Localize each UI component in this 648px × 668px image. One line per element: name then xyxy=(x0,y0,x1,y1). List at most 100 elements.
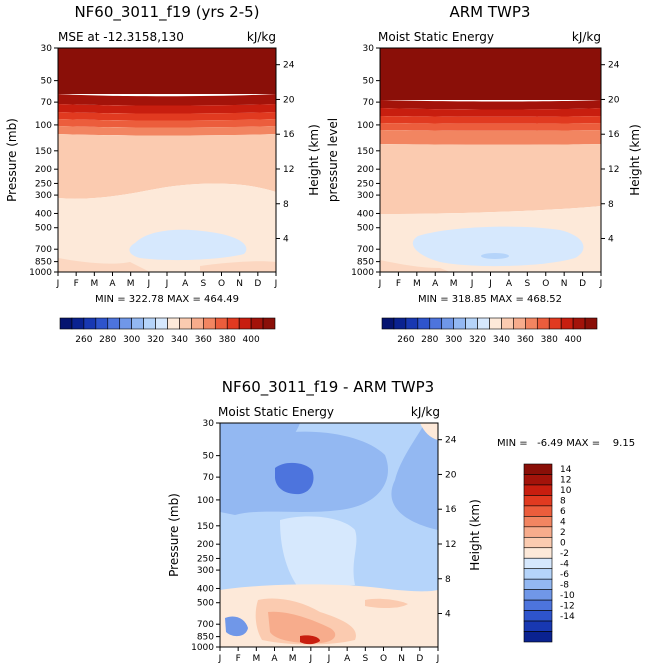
panel1-lower-warm-2 xyxy=(200,261,276,272)
colorbar-tick-label: 6 xyxy=(560,507,566,517)
y-right-tick-label: 4 xyxy=(608,235,614,245)
panel-obs-mse: ARM TWP3 Moist Static Energy kJ/kg 30 50 7… xyxy=(326,3,642,345)
panel-model-mse: NF60_3011_f19 (yrs 2-5) MSE at -12.3158,… xyxy=(5,3,321,345)
y-left-tick-label: 100 xyxy=(357,121,374,131)
x-tick-label: A xyxy=(432,279,439,289)
colorbar-box xyxy=(143,317,156,330)
y-left-tick-label: 150 xyxy=(197,522,214,532)
y-left-tick-label: 500 xyxy=(35,224,52,234)
colorbar-tick-label: 300 xyxy=(445,335,462,345)
panel2-band-1 xyxy=(380,100,601,110)
colorbar-box xyxy=(393,317,407,330)
panel1-band-1 xyxy=(58,94,276,106)
colorbar-box xyxy=(523,547,553,559)
panel1-y-right-label: Height (km) xyxy=(307,124,321,195)
colorbar-tick-label: 10 xyxy=(560,486,572,496)
panel2-title: ARM TWP3 xyxy=(450,3,531,21)
x-tick-label: A xyxy=(506,279,513,289)
x-tick-label: F xyxy=(74,279,79,289)
colorbar-tick-label: 340 xyxy=(493,335,510,345)
y-left-tick-label: 300 xyxy=(197,566,214,576)
colorbar-box xyxy=(523,557,553,570)
x-tick-label: J xyxy=(218,654,222,664)
colorbar-tick-label: 260 xyxy=(75,335,92,345)
x-tick-label: N xyxy=(561,279,568,289)
colorbar-tick-label: 260 xyxy=(397,335,414,345)
colorbar-box xyxy=(536,317,550,330)
panel3-title: NF60_3011_f19 - ARM TWP3 xyxy=(222,378,434,397)
colorbar-box xyxy=(523,578,553,590)
panel3-warm-streak xyxy=(365,598,408,609)
x-tick-label: F xyxy=(396,279,401,289)
panel2-lower-warm xyxy=(380,260,450,272)
x-tick-label: S xyxy=(362,654,368,664)
panel1-colorbar: 260 280 300 320 340 360 380 400 xyxy=(59,317,276,345)
colorbar-box xyxy=(71,317,85,330)
panel3-plot-area xyxy=(219,422,439,648)
y-left-tick-label: 1000 xyxy=(191,643,214,653)
panel3-warm-core xyxy=(300,635,320,645)
panel3-light-patch xyxy=(280,516,357,590)
y-left-tick-label: 250 xyxy=(35,179,52,189)
colorbar-box xyxy=(405,317,419,330)
y-left-tick-label: 700 xyxy=(357,245,374,255)
colorbar-box xyxy=(523,568,553,580)
y-right-tick-label: 20 xyxy=(445,470,457,480)
x-tick-label: F xyxy=(236,654,241,664)
x-tick-label: J xyxy=(327,654,331,664)
y-left-tick-label: 50 xyxy=(41,77,53,87)
panel-difference-mse: NF60_3011_f19 - ARM TWP3 Moist Static En… xyxy=(167,378,635,664)
colorbar-box xyxy=(489,317,502,330)
panel2-band-top xyxy=(380,48,601,100)
x-tick-label: M xyxy=(127,279,135,289)
y-left-tick-label: 30 xyxy=(203,419,215,429)
colorbar-box xyxy=(513,317,526,330)
colorbar-box xyxy=(465,317,478,330)
y-left-tick-label: 150 xyxy=(35,147,52,157)
y-left-tick-label: 200 xyxy=(35,165,52,175)
colorbar-box xyxy=(107,317,121,330)
colorbar-box xyxy=(523,631,553,643)
colorbar-box xyxy=(59,317,73,330)
y-right-tick-label: 12 xyxy=(608,165,619,175)
colorbar-tick-label: 400 xyxy=(243,335,260,345)
colorbar-tick-label: 300 xyxy=(123,335,140,345)
y-left-tick-label: 500 xyxy=(357,224,374,234)
colorbar-tick-label: -12 xyxy=(560,601,575,611)
y-left-tick-label: 1000 xyxy=(351,268,374,278)
panel2-stats: MIN = 318.85 MAX = 468.52 xyxy=(418,294,562,305)
panel2-band-2 xyxy=(380,108,601,117)
colorbar-box xyxy=(417,317,431,330)
colorbar-box xyxy=(167,317,180,330)
y-right-tick-label: 8 xyxy=(608,200,614,210)
colorbar-box xyxy=(525,317,538,330)
panel1-cool-patch xyxy=(129,229,247,261)
y-left-tick-label: 70 xyxy=(363,98,375,108)
colorbar-box xyxy=(83,317,97,330)
colorbar-box xyxy=(548,317,562,330)
colorbar-box xyxy=(523,474,553,486)
colorbar-tick-label: 280 xyxy=(99,335,116,345)
colorbar-box xyxy=(119,317,132,330)
y-left-tick-label: 1000 xyxy=(29,268,52,278)
y-left-tick-label: 100 xyxy=(35,121,52,131)
x-tick-label: M xyxy=(90,279,98,289)
panel1-title: NF60_3011_f19 (yrs 2-5) xyxy=(74,3,259,22)
y-right-tick-label: 24 xyxy=(283,61,295,71)
panel1-y-right-ticks: 24 20 16 12 8 4 xyxy=(276,61,295,245)
colorbar-box xyxy=(584,317,598,330)
y-right-tick-label: 16 xyxy=(445,505,457,515)
panel2-y-right-ticks: 24 20 16 12 8 4 xyxy=(601,61,620,245)
colorbar-box xyxy=(523,495,553,507)
colorbar-box xyxy=(191,317,204,330)
y-left-tick-label: 50 xyxy=(363,77,375,87)
colorbar-box xyxy=(523,610,553,622)
colorbar-box xyxy=(429,317,443,330)
y-right-tick-label: 12 xyxy=(283,165,294,175)
x-tick-label: N xyxy=(398,654,405,664)
